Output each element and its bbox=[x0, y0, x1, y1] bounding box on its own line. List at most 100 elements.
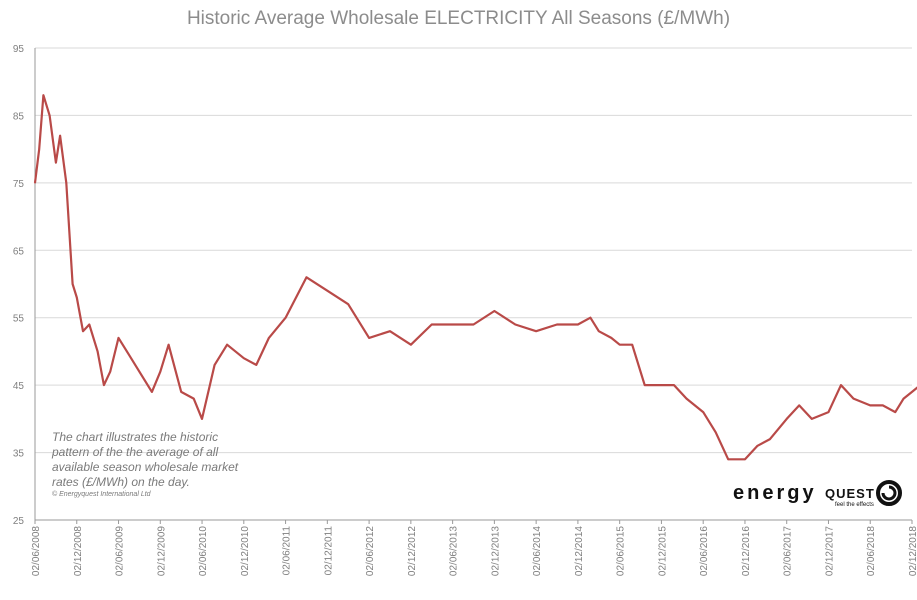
data-point bbox=[673, 384, 675, 386]
data-point bbox=[472, 323, 475, 326]
data-point bbox=[151, 391, 153, 393]
x-tick-label: 02/12/2008 bbox=[73, 526, 84, 576]
x-tick-label: 02/12/2018 bbox=[908, 526, 917, 576]
data-point bbox=[138, 370, 141, 373]
data-point bbox=[38, 148, 40, 150]
energyquest-logo: energy QUEST feel the effects bbox=[733, 478, 908, 514]
data-point bbox=[702, 411, 704, 413]
data-point bbox=[126, 350, 128, 353]
x-tick-label: 02/06/2008 bbox=[31, 526, 42, 576]
data-point bbox=[96, 350, 99, 353]
data-point bbox=[827, 411, 830, 413]
x-tick-label: 02/12/2014 bbox=[574, 526, 585, 576]
data-point bbox=[389, 330, 391, 333]
x-tick-labels: 02/06/2008 02/12/2008 02/06/2009 02/12/2009… bbox=[31, 520, 917, 576]
x-tick-label: 02/06/2012 bbox=[365, 526, 376, 576]
chart-annotation: The chart illustrates the historic patte… bbox=[52, 430, 272, 500]
data-point bbox=[785, 418, 788, 420]
data-point bbox=[556, 323, 558, 326]
data-point bbox=[268, 337, 270, 339]
data-point bbox=[744, 458, 746, 461]
data-point bbox=[34, 182, 36, 184]
y-tick-labels: 25 35 45 55 65 75 85 95 bbox=[13, 44, 25, 527]
data-point bbox=[55, 161, 57, 164]
data-point bbox=[109, 370, 111, 373]
y-tick-label: 55 bbox=[13, 314, 25, 325]
data-point bbox=[589, 316, 592, 319]
data-point bbox=[255, 364, 258, 366]
data-point bbox=[894, 411, 897, 413]
x-tick-label: 02/06/2014 bbox=[532, 526, 543, 576]
y-tick-label: 85 bbox=[13, 111, 25, 122]
data-point bbox=[618, 343, 621, 346]
copyright-text: © Energyquest International Ltd bbox=[52, 491, 151, 498]
series-line bbox=[33, 94, 917, 461]
data-point bbox=[410, 343, 412, 346]
x-tick-label: 02/06/2011 bbox=[282, 526, 293, 576]
y-tick-label: 65 bbox=[13, 246, 25, 257]
logo-word-quest: QUEST bbox=[825, 486, 875, 501]
x-tick-label: 02/06/2015 bbox=[616, 526, 627, 576]
x-tick-label: 02/12/2016 bbox=[741, 526, 752, 576]
x-tick-label: 02/12/2010 bbox=[240, 526, 251, 576]
data-point bbox=[631, 343, 633, 346]
x-tick-label: 02/06/2016 bbox=[699, 526, 710, 576]
x-tick-label: 02/06/2009 bbox=[115, 526, 126, 576]
annotation-line: rates (£/MWh) on the day. bbox=[52, 475, 190, 489]
data-point bbox=[213, 364, 216, 366]
logo-word: energy bbox=[733, 482, 817, 504]
data-point bbox=[597, 330, 600, 333]
data-point bbox=[798, 404, 801, 407]
y-tick-label: 35 bbox=[13, 449, 25, 460]
y-tick-label: 95 bbox=[13, 44, 25, 55]
data-point bbox=[192, 397, 195, 400]
data-point bbox=[226, 343, 228, 346]
data-point bbox=[167, 343, 170, 346]
series-layer bbox=[33, 94, 917, 461]
data-point bbox=[881, 404, 884, 407]
x-tick-label: 02/06/2010 bbox=[198, 526, 209, 576]
data-point bbox=[347, 303, 350, 306]
y-tick-label: 45 bbox=[13, 381, 25, 392]
data-point bbox=[685, 397, 688, 400]
data-point bbox=[284, 316, 287, 319]
data-point bbox=[902, 397, 905, 400]
data-point bbox=[840, 384, 842, 386]
data-point bbox=[75, 296, 78, 299]
data-point bbox=[368, 337, 370, 339]
data-point bbox=[610, 337, 613, 339]
annotation-line: The chart illustrates the historic bbox=[52, 430, 219, 444]
data-point bbox=[117, 337, 120, 339]
data-point bbox=[727, 458, 730, 461]
data-point bbox=[514, 323, 517, 326]
chart-title: Historic Average Wholesale ELECTRICITY A… bbox=[186, 8, 731, 29]
x-tick-label: 02/06/2018 bbox=[866, 526, 877, 576]
data-point bbox=[48, 114, 51, 117]
annotation-line: available season wholesale market bbox=[52, 460, 239, 474]
data-point bbox=[577, 323, 579, 326]
data-point bbox=[201, 418, 203, 420]
data-point bbox=[852, 397, 855, 400]
data-point bbox=[911, 391, 913, 393]
data-point bbox=[59, 134, 61, 137]
y-tick-label: 25 bbox=[13, 516, 25, 527]
logo-tagline: feel the effects bbox=[835, 502, 874, 508]
data-point bbox=[493, 310, 496, 312]
axes bbox=[34, 48, 912, 521]
data-point bbox=[88, 323, 91, 326]
annotation-line: pattern of the the average of all bbox=[52, 445, 219, 459]
data-point bbox=[430, 323, 433, 326]
data-point bbox=[65, 182, 68, 184]
x-tick-label: 02/12/2009 bbox=[156, 526, 167, 576]
data-point bbox=[810, 418, 813, 420]
data-point bbox=[769, 438, 771, 440]
data-point bbox=[756, 445, 759, 447]
data-point bbox=[243, 357, 245, 359]
data-point bbox=[82, 330, 84, 333]
data-point bbox=[305, 276, 308, 279]
data-point bbox=[180, 391, 182, 393]
data-point bbox=[159, 370, 162, 373]
data-point bbox=[326, 289, 329, 292]
data-point bbox=[71, 283, 74, 285]
